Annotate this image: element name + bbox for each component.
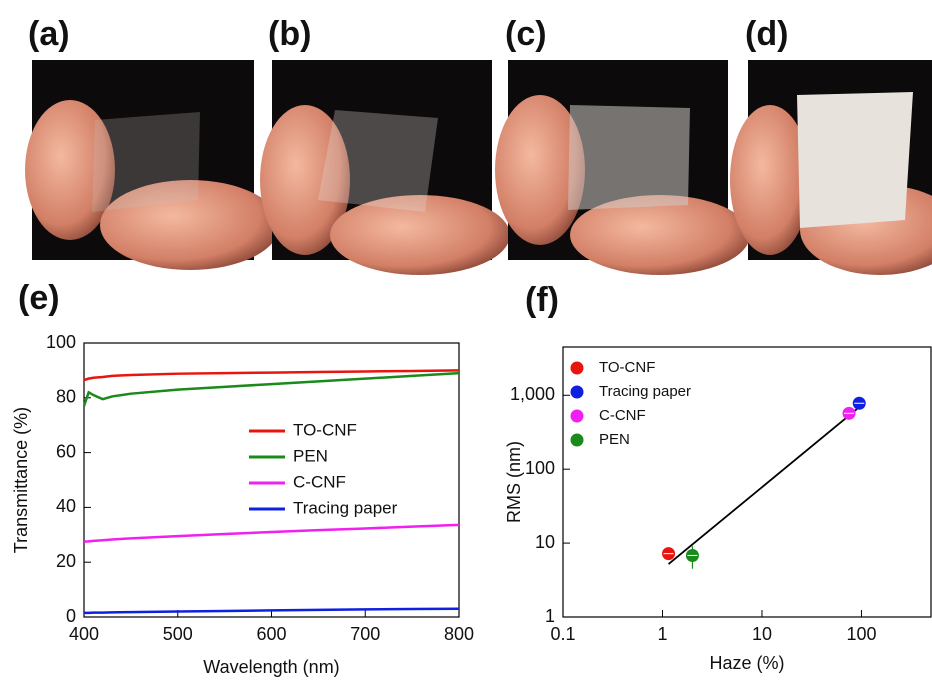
line-series (84, 525, 459, 542)
y-tick-label: 40 (56, 496, 76, 516)
y-tick-label: 60 (56, 441, 76, 461)
legend-label: Tracing paper (293, 498, 398, 517)
photo-c (495, 60, 750, 275)
legend-label: C-CNF (599, 407, 646, 424)
photo-b (260, 60, 510, 275)
legend-label: TO-CNF (599, 359, 655, 376)
x-axis-label: Wavelength (nm) (203, 657, 339, 677)
x-tick-label: 100 (846, 624, 876, 644)
fit-line (669, 409, 857, 564)
x-tick-label: 500 (163, 624, 193, 644)
legend-label: PEN (293, 446, 328, 465)
y-tick-label: 100 (46, 332, 76, 352)
legend-swatch (571, 410, 584, 423)
y-tick-label: 20 (56, 551, 76, 571)
x-tick-label: 1 (657, 624, 667, 644)
legend-label: C-CNF (293, 472, 346, 491)
x-tick-label: 700 (350, 624, 380, 644)
y-axis-label: RMS (nm) (504, 441, 524, 523)
y-tick-label: 1 (545, 606, 555, 626)
legend-label: Tracing paper (599, 383, 691, 400)
x-tick-label: 0.1 (550, 624, 575, 644)
panel-label: (c) (505, 15, 547, 53)
y-tick-label: 80 (56, 387, 76, 407)
legend-swatch (571, 362, 584, 375)
legend-label: PEN (599, 431, 630, 448)
photo-a (25, 60, 280, 270)
figure: (a) (b) (c) (d) (e) 400 500 600 700 800 0 20 40 6… (0, 0, 932, 680)
legend-swatch (571, 386, 584, 399)
panel-label: (b) (268, 15, 311, 53)
y-tick-label: 100 (525, 458, 555, 478)
photo-d (730, 60, 932, 275)
panel-label: (e) (18, 279, 60, 317)
panel-label: (f) (525, 281, 559, 319)
x-tick-label: 400 (69, 624, 99, 644)
y-axis-label: Transmittance (%) (11, 407, 31, 553)
line-series (84, 373, 459, 406)
legend-label: TO-CNF (293, 420, 357, 439)
x-tick-label: 800 (444, 624, 474, 644)
legend-swatch (571, 434, 584, 447)
panel-label: (a) (28, 15, 70, 53)
y-tick-label: 10 (535, 532, 555, 552)
panel-label: (d) (745, 15, 788, 53)
y-tick-label: 0 (66, 606, 76, 626)
x-tick-label: 600 (256, 624, 286, 644)
x-axis-label: Haze (%) (709, 653, 784, 673)
x-tick-label: 10 (752, 624, 772, 644)
y-tick-label: 1,000 (510, 384, 555, 404)
